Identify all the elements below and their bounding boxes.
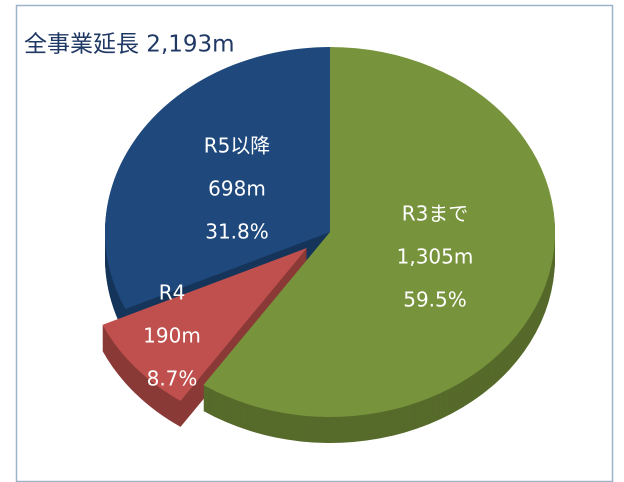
percent-label: 31.8% [205, 220, 269, 244]
slice [105, 47, 331, 309]
slice-label: R5以降 [204, 134, 271, 158]
value-label: 1,305m [397, 245, 474, 269]
percent-label: 59.5% [403, 288, 467, 312]
slice [102, 247, 308, 401]
value-label: 698m [208, 177, 266, 201]
slice [203, 47, 556, 417]
percent-label: 8.7% [147, 367, 198, 391]
slice-label: R4 [159, 281, 186, 305]
value-label: 190m [143, 324, 201, 348]
slice-label: R3まで [402, 202, 469, 226]
chart-title: 全事業延長 2,193m [24, 32, 235, 58]
